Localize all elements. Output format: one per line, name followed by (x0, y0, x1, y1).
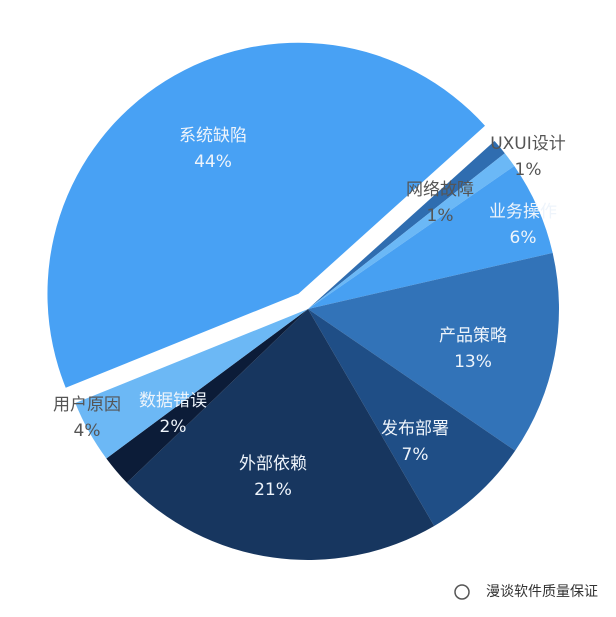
slice-label: 系统缺陷 (179, 126, 247, 146)
slice-label: 产品策略 (439, 326, 507, 346)
slice-value-label: 13% (454, 352, 492, 372)
slice-label: 外部依赖 (239, 454, 307, 474)
pie-slice (308, 166, 553, 309)
watermark-text: 漫谈软件质量保证 (486, 584, 598, 600)
slice-value-label: 2% (160, 417, 187, 437)
slice-value-label: 1% (515, 160, 542, 180)
watermark-icon (454, 584, 470, 600)
slice-label: UXUI设计 (490, 134, 566, 154)
slice-value-label: 1% (427, 206, 454, 226)
pie-slice (308, 252, 560, 451)
slice-value-label: 7% (402, 445, 429, 465)
slice-label: 数据错误 (139, 391, 207, 411)
slice-label: 业务操作 (489, 202, 557, 222)
pie-slice (308, 141, 505, 309)
pie-slice (308, 309, 516, 526)
slice-value-label: 21% (254, 480, 292, 500)
slice-value-label: 6% (510, 228, 537, 248)
pie-slice (75, 309, 308, 459)
pie-slice (308, 153, 515, 309)
slice-label: 网络故障 (406, 180, 474, 200)
slice-label: 发布部署 (381, 419, 449, 439)
pie-slice (126, 309, 435, 560)
slice-value-label: 44% (194, 152, 232, 172)
slice-label: 用户原因 (53, 395, 121, 415)
pie-slice (106, 309, 308, 483)
pie-slice (47, 42, 485, 388)
watermark: 漫谈软件质量保证 (454, 584, 598, 600)
slice-value-label: 4% (74, 421, 101, 441)
